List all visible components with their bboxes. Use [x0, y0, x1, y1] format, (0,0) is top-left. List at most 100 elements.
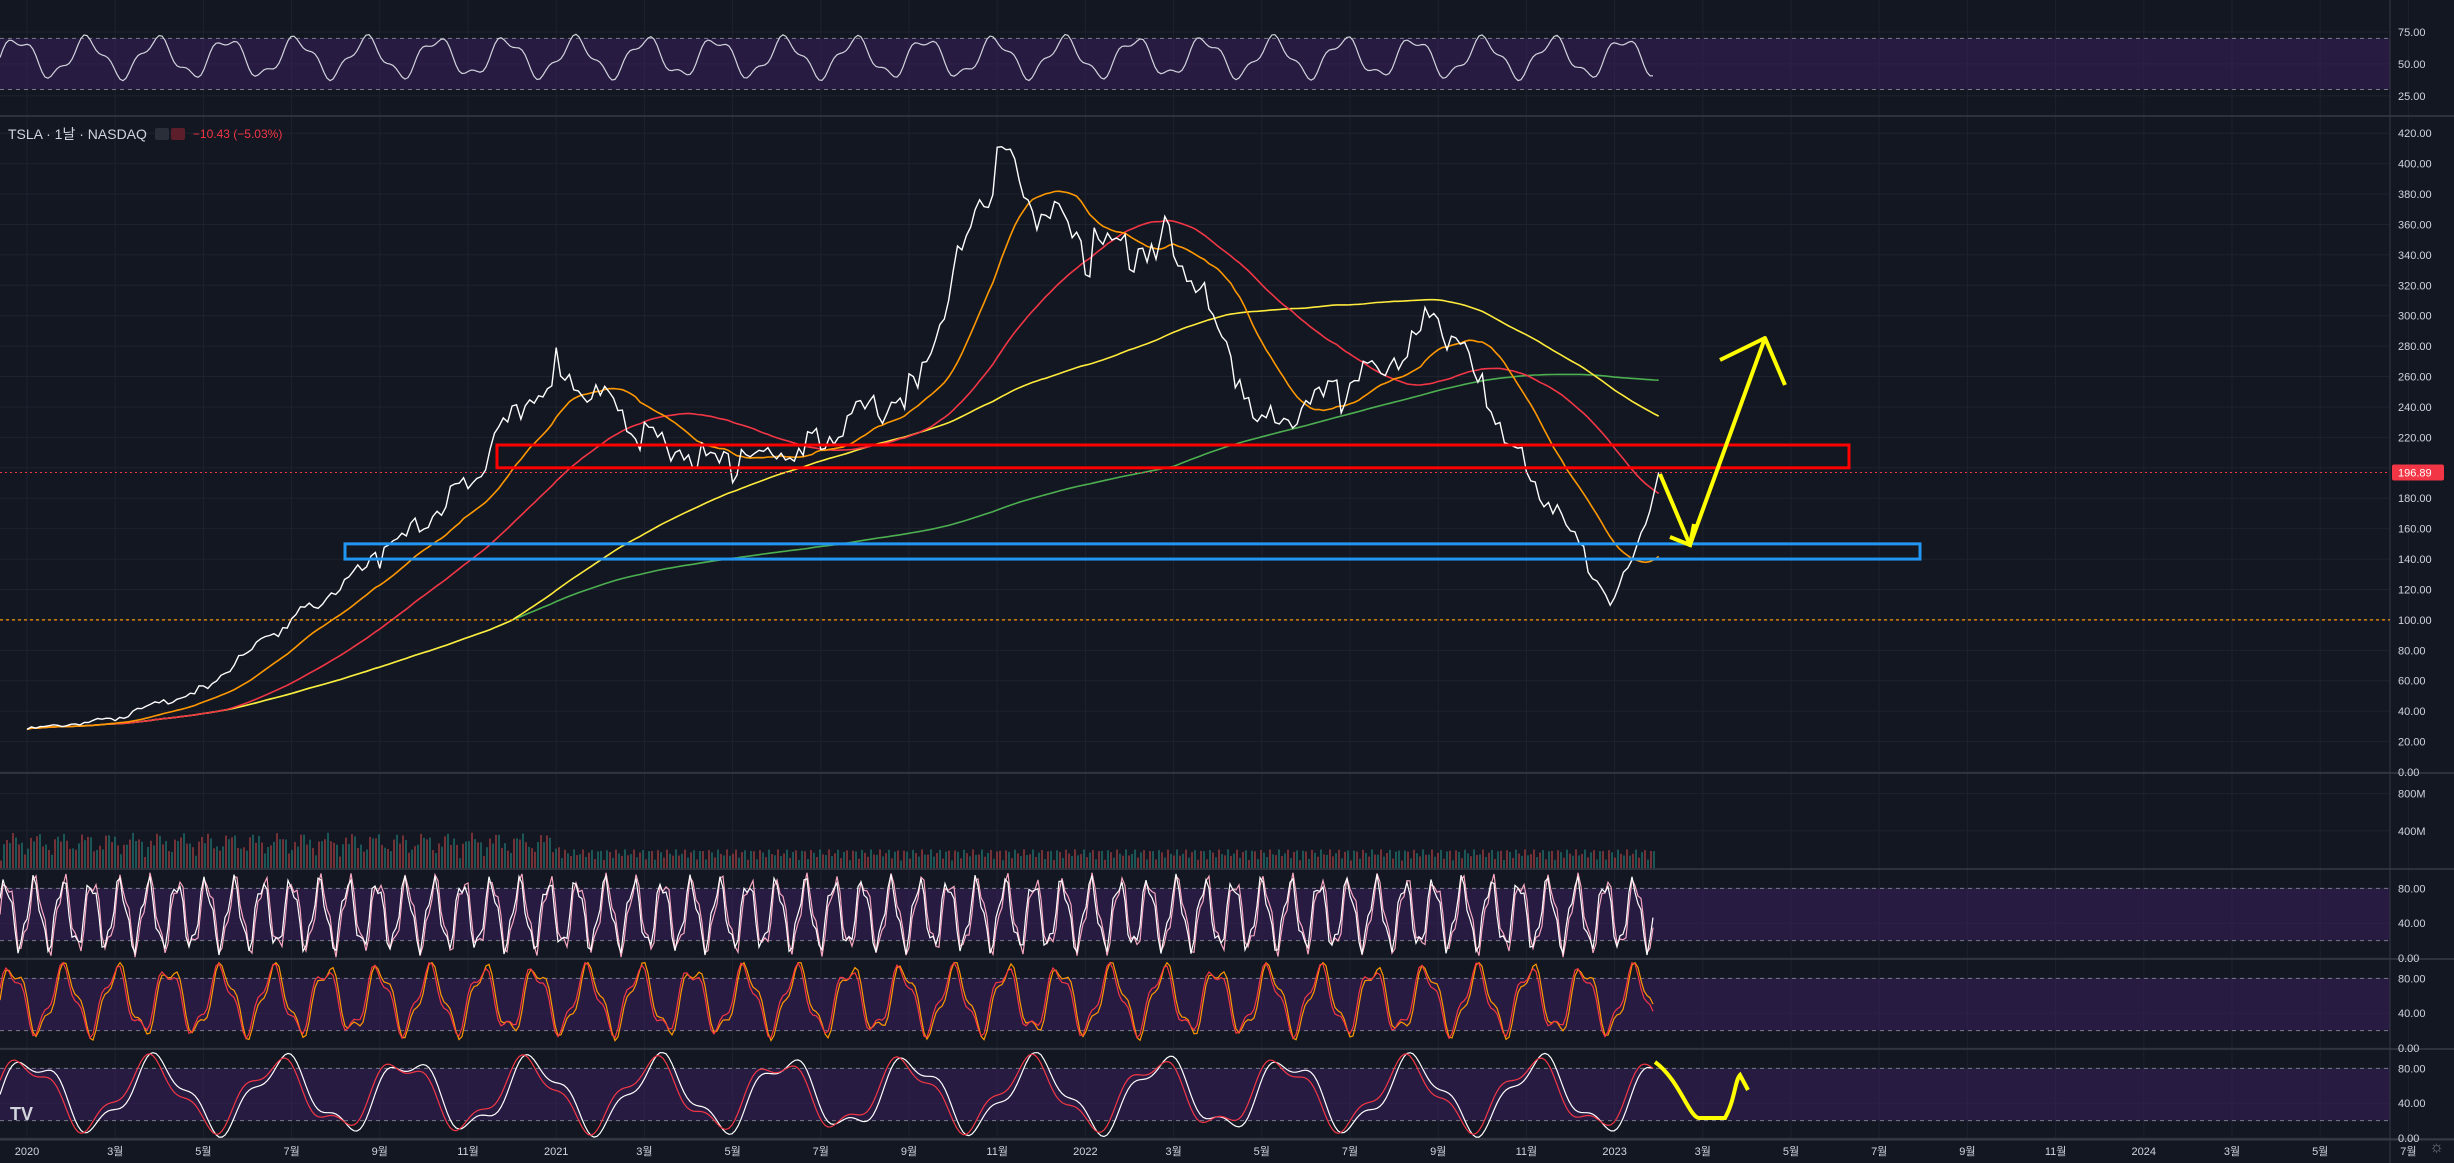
- volume-bar: [1056, 850, 1058, 868]
- price-axis[interactable]: 75.00 50.00 25.00 420.00 400.00 380.00 360.00 3…: [2392, 27, 2444, 1145]
- price-axis-label: 40.00: [2398, 918, 2426, 930]
- volume-bar: [714, 857, 716, 868]
- volume-bar: [906, 851, 908, 868]
- volume-bar: [693, 850, 695, 868]
- time-axis-label: 5월: [2312, 1145, 2328, 1158]
- volume-bar: [609, 852, 611, 868]
- volume-bar: [390, 851, 392, 868]
- volume-bar: [1041, 849, 1043, 868]
- volume-bar: [585, 857, 587, 868]
- volume-bar: [132, 832, 134, 868]
- price-axis-label: 260.00: [2398, 372, 2432, 384]
- symbol-title[interactable]: TSLA · 1날 · NASDAQ: [8, 126, 147, 142]
- volume-bar: [1368, 856, 1370, 868]
- volume-bar: [1521, 855, 1523, 868]
- volume-bar: [1389, 849, 1391, 868]
- volume-bar: [1464, 849, 1466, 868]
- volume-bar: [225, 835, 227, 868]
- volume-bar: [303, 834, 305, 868]
- price-axis-label: 60.00: [2398, 676, 2426, 688]
- volume-bar: [1497, 851, 1499, 868]
- volume-bar: [612, 857, 614, 868]
- price-axis-label: 40.00: [2398, 1008, 2426, 1020]
- drawings[interactable]: [343, 336, 1922, 1120]
- volume-bar: [1539, 852, 1541, 868]
- volume-bar: [684, 849, 686, 868]
- volume-bar: [294, 841, 296, 868]
- volume-bar: [1593, 850, 1595, 868]
- volume-bar: [1482, 849, 1484, 868]
- volume-bar: [531, 848, 533, 868]
- volume-bar: [186, 843, 188, 868]
- volume-bar: [1626, 849, 1628, 868]
- time-axis[interactable]: 2020 3월 5월 7월 9월 11월 2021 3월 5월 7월 9월 11월 2022 3월 5월 7월…: [15, 1145, 2417, 1158]
- volume-bar: [1131, 853, 1133, 868]
- last-price-badge: [2392, 464, 2444, 481]
- volume-bar: [1242, 852, 1244, 868]
- volume-bar: [903, 850, 905, 868]
- volume-bar: [297, 846, 299, 868]
- volume-bar: [1398, 850, 1400, 868]
- volume-bar: [171, 851, 173, 868]
- volume-bar: [528, 846, 530, 868]
- stoch3-d-line: [0, 1053, 1654, 1136]
- volume-bar: [888, 849, 890, 868]
- volume-bar: [1617, 849, 1619, 868]
- visibility-toggle[interactable]: [154, 128, 185, 140]
- volume-bar: [1377, 854, 1379, 868]
- volume-bar: [663, 857, 665, 868]
- volume-bar: [1284, 853, 1286, 868]
- volume-bar: [237, 848, 239, 868]
- volume-bar: [1164, 857, 1166, 868]
- volume-bar: [1128, 855, 1130, 868]
- volume-bar: [912, 849, 914, 868]
- volume-bar: [30, 837, 32, 868]
- volume-bar: [1038, 852, 1040, 868]
- volume-bar: [1320, 849, 1322, 868]
- volume-bar: [432, 850, 434, 868]
- volume-bar: [300, 834, 302, 868]
- support-zone-box: [343, 542, 1922, 561]
- volume-bar: [45, 844, 47, 868]
- volume-bar: [1446, 851, 1448, 868]
- volume-bar: [483, 855, 485, 868]
- volume-bar: [570, 856, 572, 868]
- volume-bar: [765, 857, 767, 868]
- volume-bar: [549, 837, 551, 868]
- volume-bar: [1263, 852, 1265, 868]
- settings-icon[interactable]: [170, 128, 185, 140]
- volume-bar: [207, 833, 209, 868]
- gear-icon[interactable]: ☼: [2429, 1139, 2444, 1156]
- volume-bar: [219, 850, 221, 868]
- volume-bar: [120, 854, 122, 868]
- volume-bar: [1206, 859, 1208, 868]
- volume-bar: [591, 849, 593, 868]
- volume-bar: [729, 855, 731, 868]
- volume-bar: [1095, 859, 1097, 868]
- volume-bar: [1530, 854, 1532, 868]
- eye-icon[interactable]: [154, 128, 169, 140]
- volume-bar: [1644, 850, 1646, 868]
- volume-bar: [726, 849, 728, 868]
- volume-bar: [291, 849, 293, 868]
- oscillator-band: [0, 38, 2390, 90]
- volume-bar: [621, 855, 623, 868]
- volume-bar: [1200, 850, 1202, 868]
- volume-bar: [48, 849, 50, 868]
- tradingview-logo[interactable]: TV: [10, 1104, 34, 1124]
- volume-bar: [1089, 852, 1091, 868]
- volume-bar: [1422, 849, 1424, 868]
- volume-bar: [1575, 849, 1577, 868]
- time-axis-label: 7월: [1342, 1145, 1358, 1158]
- volume-bar: [1185, 849, 1187, 868]
- volume-bar: [1308, 858, 1310, 868]
- volume-bar: [1269, 849, 1271, 868]
- volume-bar: [1173, 855, 1175, 868]
- price-axis-label: 240.00: [2398, 402, 2432, 414]
- volume-bar: [1524, 849, 1526, 868]
- volume-bar: [978, 854, 980, 868]
- price-axis-label: 40.00: [2398, 1098, 2426, 1110]
- volume-bar: [603, 859, 605, 868]
- volume-bar: [939, 849, 941, 868]
